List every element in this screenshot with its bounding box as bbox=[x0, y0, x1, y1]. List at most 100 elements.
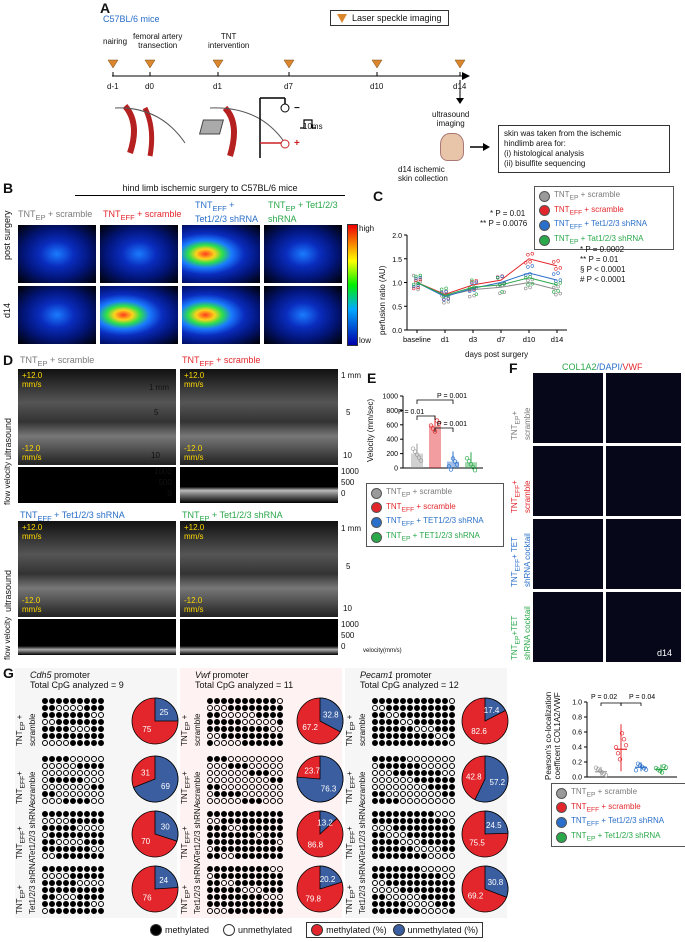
cpg-dot bbox=[249, 712, 255, 718]
cpg-dot bbox=[372, 839, 378, 845]
c-point bbox=[526, 253, 530, 257]
legend-dot-icon bbox=[371, 531, 382, 543]
g-row-label: TNTEFF+ scramble bbox=[180, 771, 202, 804]
cpg-dot bbox=[91, 908, 97, 914]
cpg-dot bbox=[400, 866, 406, 872]
cpg-dot bbox=[235, 756, 241, 762]
cpg-dot bbox=[63, 887, 69, 893]
cpg-dot bbox=[228, 894, 234, 900]
cpg-dot bbox=[84, 777, 90, 783]
cpg-dot bbox=[435, 887, 441, 893]
cpg-dot bbox=[414, 733, 420, 739]
cpg-dot bbox=[277, 726, 283, 732]
cpg-dot bbox=[63, 712, 69, 718]
cpg-dot bbox=[77, 698, 83, 704]
c-point bbox=[442, 301, 446, 305]
c-point bbox=[524, 286, 528, 291]
cpg-dot bbox=[207, 832, 213, 838]
cpg-dot bbox=[372, 894, 378, 900]
cpg-dot bbox=[42, 798, 48, 804]
methylation-pie: 76.323.7 bbox=[296, 755, 344, 803]
cpg-dot bbox=[270, 894, 276, 900]
cpg-dot bbox=[449, 811, 455, 817]
cpg-dot bbox=[56, 880, 62, 886]
cpg-dot bbox=[386, 756, 392, 762]
cpg-dot bbox=[77, 818, 83, 824]
pie-slice-unmethylated bbox=[154, 810, 179, 842]
cpg-dot bbox=[249, 756, 255, 762]
cpg-dot bbox=[235, 818, 241, 824]
cpg-dot bbox=[235, 770, 241, 776]
fluor-image-2a bbox=[533, 446, 603, 516]
cpg-dot bbox=[442, 908, 448, 914]
panel-d-letter: D bbox=[3, 352, 14, 368]
ultrasound-image-4 bbox=[180, 521, 338, 617]
cpg-dot bbox=[84, 763, 90, 769]
panel-c-letter: C bbox=[373, 188, 384, 204]
c-point bbox=[556, 289, 560, 293]
c-ytick: 2.0 bbox=[392, 233, 402, 240]
cpg-dot bbox=[249, 698, 255, 704]
c-ytick: 1.5 bbox=[392, 257, 402, 264]
cpg-dot bbox=[49, 846, 55, 852]
cpg-dot bbox=[42, 853, 48, 859]
cpg-dot bbox=[42, 811, 48, 817]
cpg-dot bbox=[207, 777, 213, 783]
cpg-dot bbox=[442, 866, 448, 872]
cpg-dot bbox=[435, 719, 441, 725]
cpg-dot bbox=[214, 894, 220, 900]
cpg-dot bbox=[77, 756, 83, 762]
cpg-dot bbox=[393, 901, 399, 907]
cpg-dot bbox=[270, 698, 276, 704]
cpg-dot bbox=[42, 791, 48, 797]
c-annot-1: * P = 0.01 bbox=[490, 209, 526, 218]
e-point bbox=[418, 458, 424, 463]
cpg-dot bbox=[42, 756, 48, 762]
cpg-dot bbox=[235, 763, 241, 769]
c-point bbox=[439, 287, 444, 292]
cpg-dot bbox=[207, 901, 213, 907]
cpg-dot bbox=[235, 832, 241, 838]
cpg-dot bbox=[70, 777, 76, 783]
cpg-dot bbox=[400, 726, 406, 732]
cpg-dot bbox=[379, 839, 385, 845]
f-pval-2: P = 0.04 bbox=[629, 694, 655, 701]
cpg-dot bbox=[414, 873, 420, 879]
cpg-dot bbox=[214, 740, 220, 746]
skin-collection-label: d14 ischemic skin collection bbox=[398, 165, 448, 183]
cpg-dot bbox=[77, 880, 83, 886]
c-series-line bbox=[416, 277, 558, 296]
c-point bbox=[530, 252, 535, 256]
cpg-dot bbox=[98, 853, 104, 859]
cpg-dot bbox=[56, 798, 62, 804]
cpg-dot bbox=[428, 756, 434, 762]
cpg-dot bbox=[435, 880, 441, 886]
cpg-dot bbox=[407, 825, 413, 831]
day-label-4: d7 bbox=[284, 82, 293, 91]
cpg-dot bbox=[421, 798, 427, 804]
c-ytick: 1.0 bbox=[392, 281, 402, 288]
cpg-dot bbox=[91, 733, 97, 739]
cpg-dot bbox=[421, 880, 427, 886]
c-point bbox=[474, 279, 479, 283]
cpg-dot bbox=[70, 756, 76, 762]
cpg-dot bbox=[235, 908, 241, 914]
methylated-pct-icon bbox=[311, 924, 324, 936]
cpg-dot bbox=[442, 894, 448, 900]
cpg-dot bbox=[91, 846, 97, 852]
b-col-4: TNTEP + Tet1/2/3 shRNA bbox=[268, 200, 338, 224]
c-stat-2: ** P = 0.01 bbox=[580, 255, 619, 264]
c-point bbox=[446, 293, 451, 298]
c-point bbox=[418, 273, 422, 278]
cpg-dot bbox=[221, 763, 227, 769]
cpg-dot bbox=[270, 908, 276, 914]
cpg-dot bbox=[207, 726, 213, 732]
cpg-dot bbox=[242, 798, 248, 804]
cpg-dot bbox=[435, 733, 441, 739]
cpg-dot bbox=[414, 763, 420, 769]
c-xtick: d1 bbox=[441, 335, 449, 344]
cpg-dot bbox=[56, 811, 62, 817]
cpg-dot bbox=[91, 894, 97, 900]
c-point bbox=[554, 267, 558, 271]
cpg-dot bbox=[400, 908, 406, 914]
